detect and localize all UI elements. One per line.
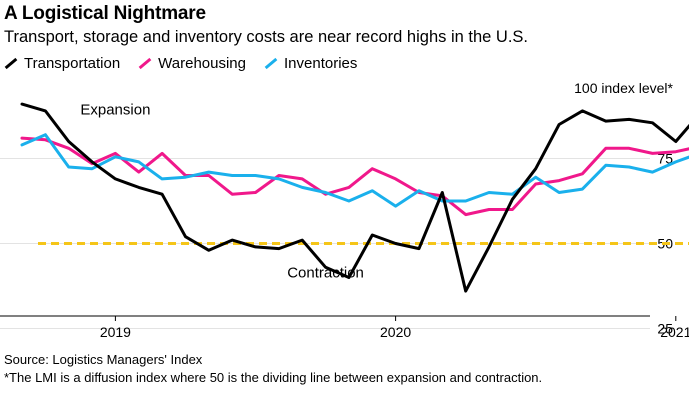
chart-title: A Logistical Nightmare <box>4 3 206 24</box>
annotation-expansion: Expansion <box>80 101 150 118</box>
legend-label-transportation: Transportation <box>24 54 121 72</box>
series-line-transportation <box>20 102 689 293</box>
y-tick-label-25: 25 <box>657 321 673 337</box>
y-tick-label-75: 75 <box>657 151 673 167</box>
x-tick-label-2019: 2019 <box>100 324 131 340</box>
legend-label-warehousing: Warehousing <box>158 54 246 72</box>
chart-subtitle: Transport, storage and inventory costs a… <box>4 28 528 46</box>
legend-label-inventories: Inventories <box>284 54 358 72</box>
legend-item-warehousing: Warehousing <box>138 55 246 72</box>
legend: Transportation Warehousing Inventories <box>4 53 375 73</box>
y-axis-unit-label: 100 index level* <box>574 80 673 96</box>
annotation-contraction: Contraction <box>287 265 364 282</box>
source-note: Source: Logistics Managers' Index <box>4 352 203 367</box>
series-line-inventories <box>20 133 689 208</box>
footnote: *The LMI is a diffusion index where 50 i… <box>4 370 543 385</box>
legend-item-inventories: Inventories <box>264 55 357 72</box>
legend-swatch-warehousing <box>138 57 152 69</box>
x-tick-label-2020: 2020 <box>380 324 411 340</box>
x-tick-label-2021: 2021 <box>660 324 689 340</box>
series-line-warehousing <box>20 136 689 217</box>
legend-item-transportation: Transportation <box>4 55 120 72</box>
legend-swatch-transportation <box>4 57 18 69</box>
legend-swatch-inventories <box>264 57 278 69</box>
